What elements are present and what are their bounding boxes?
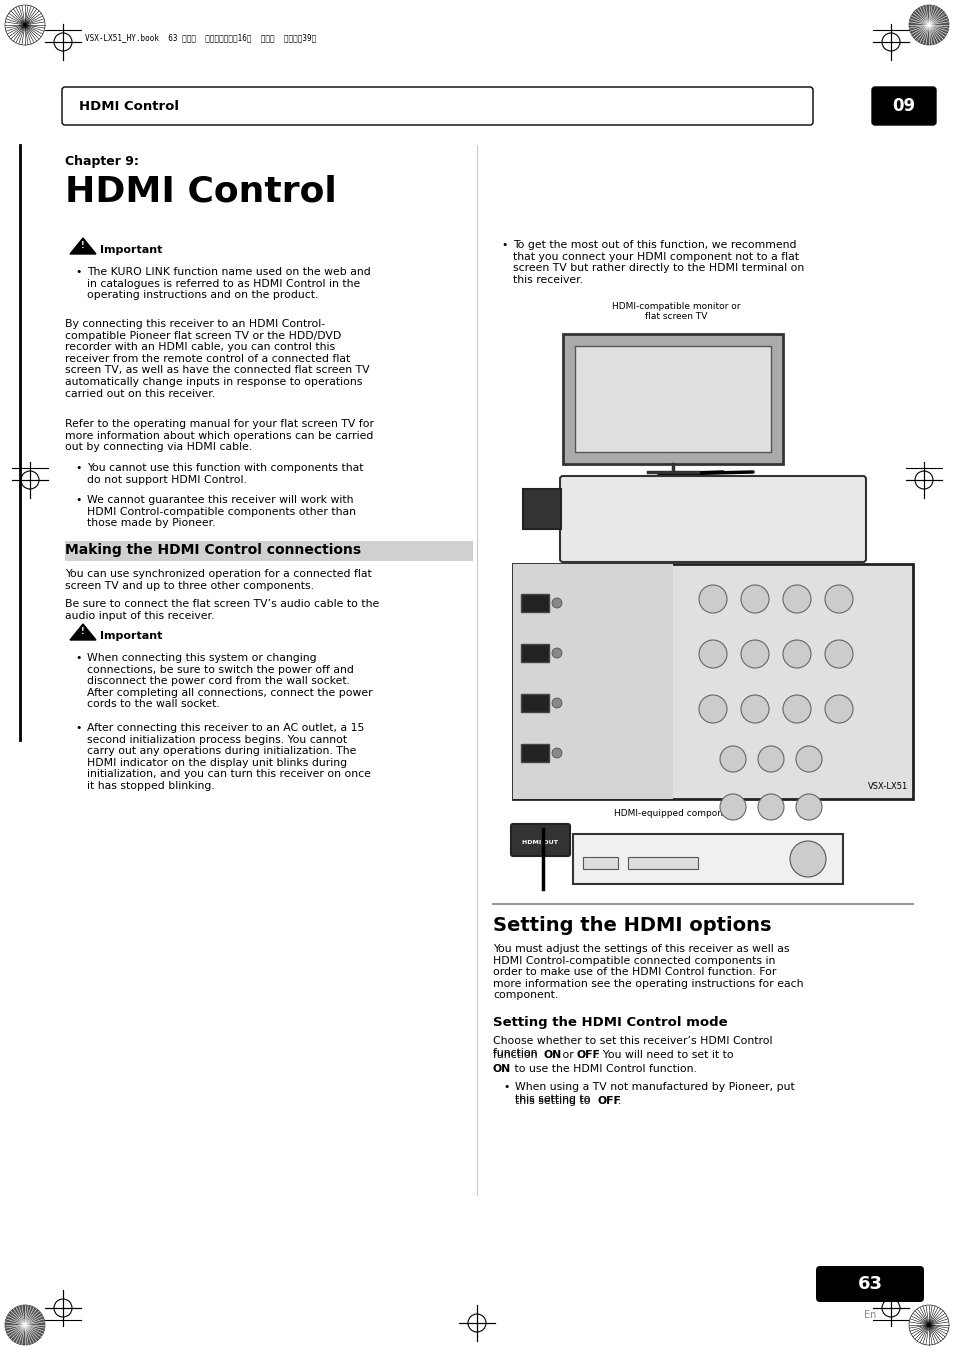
Circle shape (740, 640, 768, 668)
Text: !: ! (81, 628, 85, 636)
Text: Refer to the operating manual for your flat screen TV for
more information about: Refer to the operating manual for your f… (65, 418, 374, 452)
Text: Choose whether to set this receiver’s HDMI Control
function: Choose whether to set this receiver’s HD… (493, 1035, 772, 1057)
Text: To get the most out of this function, we recommend
that you connect your HDMI co: To get the most out of this function, we… (513, 240, 803, 285)
Text: •: • (75, 495, 81, 505)
Circle shape (782, 640, 810, 668)
Circle shape (908, 5, 948, 45)
Text: •: • (500, 240, 507, 250)
Circle shape (720, 794, 745, 819)
Text: We cannot guarantee this receiver will work with
HDMI Control-compatible compone: We cannot guarantee this receiver will w… (87, 495, 355, 528)
Text: HDMI-equipped component: HDMI-equipped component (614, 809, 738, 818)
Text: or: or (558, 1050, 577, 1060)
Text: Setting the HDMI options: Setting the HDMI options (493, 917, 771, 936)
Circle shape (5, 5, 45, 45)
Circle shape (740, 695, 768, 724)
Text: You can use synchronized operation for a connected flat
screen TV and up to thre: You can use synchronized operation for a… (65, 568, 372, 590)
Text: !: ! (81, 242, 85, 251)
Text: Setting the HDMI Control mode: Setting the HDMI Control mode (493, 1017, 727, 1029)
Text: By connecting this receiver to an HDMI Control-
compatible Pioneer flat screen T: By connecting this receiver to an HDMI C… (65, 319, 369, 398)
Bar (520, 644, 548, 662)
Text: .: . (618, 1096, 620, 1106)
Text: Important: Important (100, 630, 162, 641)
Text: After connecting this receiver to an AC outlet, a 15
second initialization proce: After connecting this receiver to an AC … (87, 724, 371, 791)
Text: OFF: OFF (598, 1096, 621, 1106)
Circle shape (552, 748, 561, 757)
Text: •: • (75, 653, 81, 663)
Text: •: • (75, 463, 81, 472)
Text: You must adjust the settings of this receiver as well as
HDMI Control-compatible: You must adjust the settings of this rec… (493, 944, 802, 1000)
Text: this setting to: this setting to (515, 1096, 594, 1106)
Text: You cannot use this function with components that
do not support HDMI Control.: You cannot use this function with compon… (87, 463, 363, 485)
Bar (627, 857, 698, 869)
Circle shape (824, 695, 852, 724)
Circle shape (782, 695, 810, 724)
Polygon shape (70, 238, 96, 254)
Text: HDMI-compatible monitor or
flat screen TV: HDMI-compatible monitor or flat screen T… (611, 302, 740, 321)
Text: 63: 63 (857, 1274, 882, 1293)
Bar (520, 594, 548, 612)
Bar (522, 489, 560, 529)
Bar (575, 346, 770, 452)
Text: When using a TV not manufactured by Pioneer, put
this setting to: When using a TV not manufactured by Pion… (515, 1081, 794, 1103)
FancyBboxPatch shape (62, 86, 812, 126)
Text: 09: 09 (891, 97, 915, 115)
FancyBboxPatch shape (513, 564, 912, 799)
Circle shape (5, 1305, 45, 1345)
Text: VSX-LX51: VSX-LX51 (867, 782, 907, 791)
Text: function: function (493, 1050, 540, 1060)
Text: •: • (75, 724, 81, 733)
Circle shape (740, 585, 768, 613)
FancyBboxPatch shape (559, 477, 865, 562)
FancyBboxPatch shape (562, 333, 782, 464)
FancyBboxPatch shape (815, 1266, 923, 1301)
Text: Be sure to connect the flat screen TV’s audio cable to the
audio input of this r: Be sure to connect the flat screen TV’s … (65, 599, 379, 621)
Circle shape (789, 841, 825, 878)
Text: •: • (502, 1081, 509, 1092)
Text: When connecting this system or changing
connections, be sure to switch the power: When connecting this system or changing … (87, 653, 373, 709)
Circle shape (699, 585, 726, 613)
Bar (520, 694, 548, 711)
Bar (513, 564, 672, 799)
Text: OFF: OFF (577, 1050, 600, 1060)
Text: Important: Important (100, 244, 162, 255)
Circle shape (908, 1305, 948, 1345)
Text: HDMI OUT: HDMI OUT (521, 840, 558, 845)
Circle shape (824, 640, 852, 668)
Bar (520, 744, 548, 761)
Circle shape (795, 794, 821, 819)
Circle shape (552, 648, 561, 657)
Circle shape (795, 747, 821, 772)
Circle shape (699, 695, 726, 724)
Circle shape (552, 698, 561, 707)
Text: to use the HDMI Control function.: to use the HDMI Control function. (511, 1064, 696, 1075)
Circle shape (699, 640, 726, 668)
Circle shape (758, 794, 783, 819)
Circle shape (824, 585, 852, 613)
Text: HDMI Control: HDMI Control (65, 176, 336, 209)
Text: The KURO LINK function name used on the web and
in catalogues is referred to as : The KURO LINK function name used on the … (87, 267, 371, 300)
Text: HDMI Control: HDMI Control (79, 100, 179, 112)
Circle shape (552, 598, 561, 608)
Text: ON: ON (543, 1050, 561, 1060)
Circle shape (720, 747, 745, 772)
Circle shape (758, 747, 783, 772)
Text: . You will need to set it to: . You will need to set it to (596, 1050, 737, 1060)
FancyBboxPatch shape (871, 86, 935, 126)
Text: Making the HDMI Control connections: Making the HDMI Control connections (65, 543, 361, 558)
Bar (65, 541, 473, 562)
Text: •: • (75, 267, 81, 277)
Text: En: En (862, 1310, 875, 1320)
Bar (582, 857, 618, 869)
FancyBboxPatch shape (573, 834, 842, 884)
FancyBboxPatch shape (511, 824, 569, 856)
Text: ON: ON (493, 1064, 511, 1075)
Text: Chapter 9:: Chapter 9: (65, 155, 139, 167)
Circle shape (782, 585, 810, 613)
Text: VSX-LX51_HY.book  63 ページ  ２００８年４月16日  水曜日  午後４時39分: VSX-LX51_HY.book 63 ページ ２００８年４月16日 水曜日 午… (85, 34, 315, 42)
Text: HDMI IN: HDMI IN (527, 535, 556, 539)
Polygon shape (70, 624, 96, 640)
